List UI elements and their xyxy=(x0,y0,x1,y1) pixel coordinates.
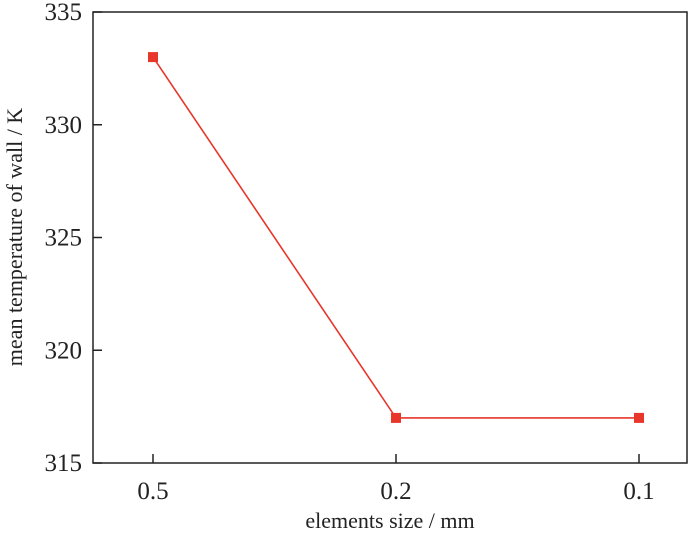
plot-frame xyxy=(92,11,688,464)
y-tick-label: 325 xyxy=(45,225,83,252)
y-axis-ticks: 315 320 325 330 335 xyxy=(45,0,102,477)
y-tick-label: 315 xyxy=(45,450,83,477)
x-tick-label: 0.1 xyxy=(623,478,654,505)
x-tick-label: 0.2 xyxy=(380,478,411,505)
y-tick-label: 330 xyxy=(45,112,83,139)
x-axis-ticks: 0.5 0.2 0.1 xyxy=(137,454,655,505)
data-point-marker xyxy=(391,412,401,423)
x-axis-label: elements size / mm xyxy=(305,508,474,533)
data-point-marker xyxy=(148,52,158,63)
data-point-marker xyxy=(634,412,644,423)
y-tick-label: 320 xyxy=(45,337,83,364)
y-axis-label: mean temperature of wall / K xyxy=(2,108,27,367)
y-tick-label: 335 xyxy=(45,0,83,26)
x-tick-label: 0.5 xyxy=(137,478,168,505)
series-layer xyxy=(148,52,644,423)
series-line xyxy=(152,56,639,419)
